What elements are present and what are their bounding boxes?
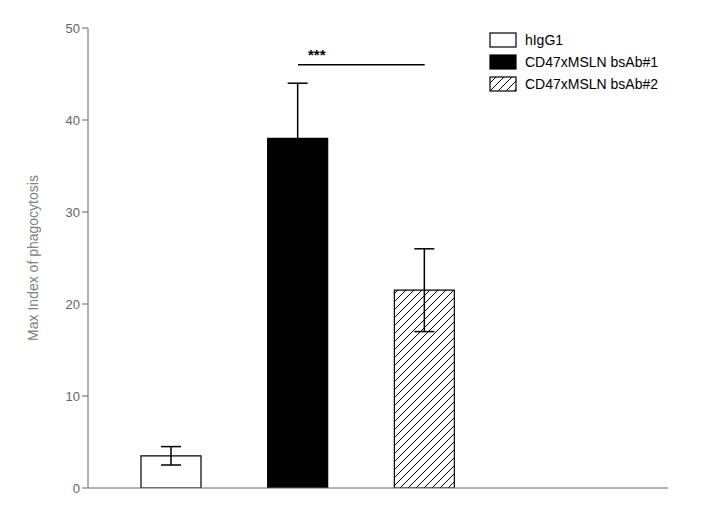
- svg-text:30: 30: [66, 205, 80, 220]
- svg-text:Max Index of phagocytosis: Max Index of phagocytosis: [25, 175, 41, 341]
- svg-text:40: 40: [66, 113, 80, 128]
- svg-text:***: ***: [308, 46, 326, 63]
- svg-text:0: 0: [73, 481, 80, 496]
- html-text:CD47xMSLN bsAb#2: CD47xMSLN bsAb#2: [524, 76, 658, 92]
- svg-text:50: 50: [66, 21, 80, 36]
- html-text:hIgG1: hIgG1: [524, 32, 564, 48]
- svg-text:20: 20: [66, 297, 80, 312]
- svg-text:10: 10: [66, 389, 80, 404]
- html-text:CD47xMSLN bsAb#1: CD47xMSLN bsAb#1: [524, 54, 658, 70]
